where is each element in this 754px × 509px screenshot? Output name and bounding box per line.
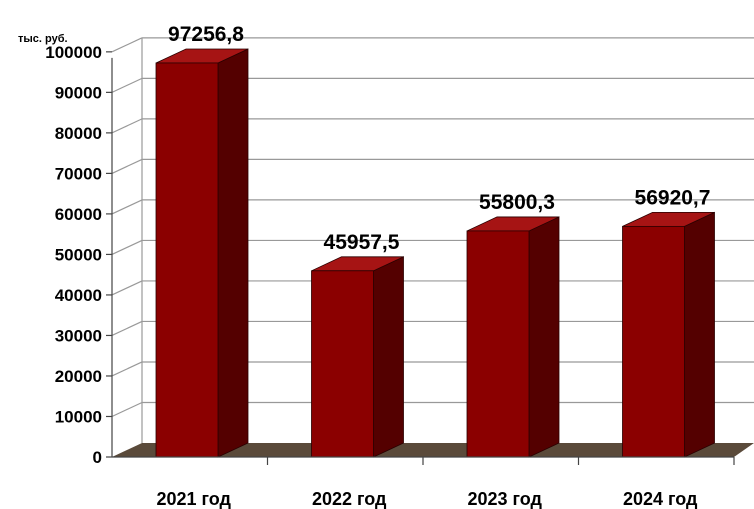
bar-side [217,48,249,458]
y-axis-unit-label: тыс. руб. [18,33,68,45]
data-label: 45957,5 [324,231,400,254]
y-tick-label: 30000 [55,326,102,345]
bars-layer [155,48,715,458]
gridline-depth [111,401,143,418]
x-tick-label: 2022 год [312,489,387,509]
y-tick-label: 0 [93,448,102,467]
y-tick-label: 20000 [55,367,102,386]
chart-floor [112,443,754,457]
y-tick-label: 100000 [45,43,102,62]
bar-side [528,216,560,458]
bar [622,225,685,458]
x-tick-label: 2023 год [468,489,543,509]
gridline-depth [111,280,143,296]
y-tick-label: 80000 [55,124,102,143]
y-tick-label: 50000 [55,245,102,264]
bar [466,230,530,458]
y-tick-label: 90000 [55,83,102,102]
bar [155,62,219,458]
y-tick-label: 70000 [55,164,102,183]
gridline-depth [111,77,143,93]
labels-layer: 97256,8 2021 год 45957,5 2022 год 55800,3 202… [157,23,711,509]
gridline-depth [111,320,143,336]
bar-side [684,211,715,458]
gridline-depth [111,361,143,377]
axis-layer: 0 10000 20000 30000 40000 50000 60000 70000 8000… [45,37,735,467]
bar [311,270,374,458]
data-label: 97256,8 [168,23,244,46]
x-tick-label: 2024 год [623,489,698,509]
x-tick-label: 2021 год [157,489,232,509]
data-label: 56920,7 [635,186,711,209]
floor-layer [112,443,754,457]
gridline-depth [111,118,143,134]
y-tick-label: 60000 [55,205,102,224]
y-tick-label: 40000 [55,286,102,305]
gridline-depth [111,37,143,53]
gridline-depth [111,239,143,255]
data-label: 55800,3 [479,191,555,214]
y-tick-label: 10000 [55,407,102,426]
gridline-depth [111,158,143,174]
bar-side [373,256,404,458]
gridline-depth [111,199,143,215]
